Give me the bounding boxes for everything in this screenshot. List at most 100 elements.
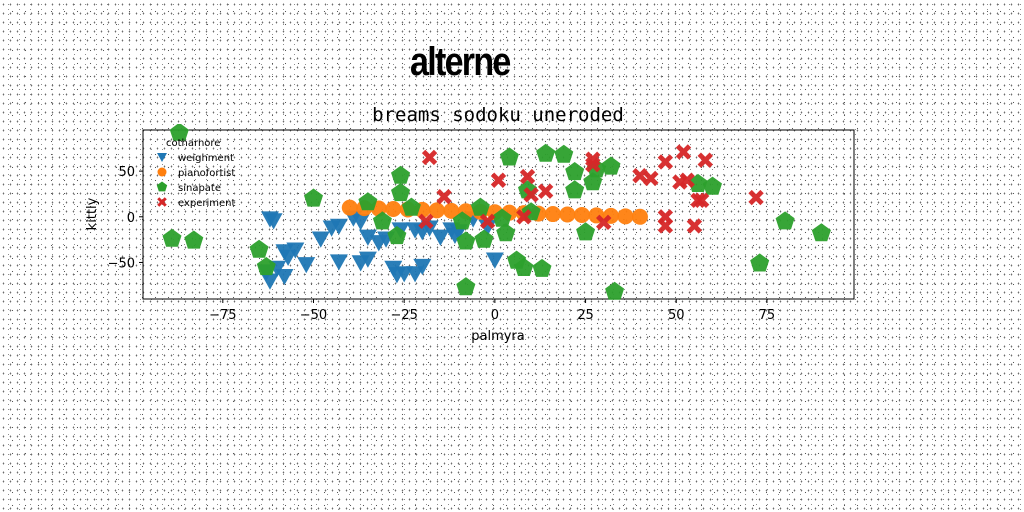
x-tick-label: −25: [390, 308, 417, 323]
weighment-point: [311, 231, 330, 248]
sinapate-point: [605, 281, 625, 300]
sinapate-point: [532, 258, 552, 277]
sinapate-point: [456, 231, 476, 250]
legend-label-sinapate: sinapate: [178, 183, 221, 194]
weighment-point: [485, 252, 504, 269]
experiment-point: [686, 218, 703, 234]
sinapate-point: [554, 144, 574, 163]
x-axis-label: palmyra: [471, 329, 525, 344]
experiment-point: [479, 213, 496, 230]
weighment-point: [351, 214, 370, 231]
pianofortist-point: [428, 202, 445, 219]
legend-marker-sinapate: [156, 181, 168, 192]
pianofortist-point: [617, 208, 634, 225]
sinapate-point: [452, 211, 472, 230]
x-tick-label: −50: [300, 308, 327, 323]
legend: cotharnore weighment pianofortist sinapate e…: [156, 138, 236, 209]
experiment-point: [657, 154, 674, 170]
sinapate-point: [184, 230, 204, 249]
experiment-point: [490, 172, 507, 188]
weighment-point: [387, 267, 406, 284]
sinapate-point: [565, 180, 585, 199]
sinapate-point: [304, 188, 323, 207]
pianofortist-point: [385, 201, 402, 218]
pianofortist-point: [559, 206, 576, 223]
sinapate-point: [565, 162, 585, 181]
sinapate-point: [775, 211, 795, 230]
sinapate-point: [474, 229, 494, 248]
chart-title: breams sodoku uneroded: [372, 104, 624, 126]
weighment-point: [275, 268, 294, 286]
experiment-point: [697, 152, 713, 168]
series-experiment: [418, 144, 764, 234]
weighment-point: [358, 229, 377, 246]
pianofortist-point: [443, 202, 460, 219]
weighment-point: [358, 251, 377, 268]
sinapate-point: [391, 165, 411, 184]
experiment-point: [748, 189, 764, 206]
sinapate-point: [750, 253, 770, 272]
experiment-point: [657, 218, 674, 234]
experiment-point: [436, 188, 452, 205]
sinapate-point: [358, 192, 378, 211]
legend-title: cotharnore: [166, 138, 220, 149]
sinapate-point: [162, 228, 182, 247]
figure-title: alterne: [410, 40, 511, 84]
experiment-point: [516, 209, 532, 225]
plot-area: [142, 129, 855, 300]
series-sinapate: [162, 124, 831, 300]
experiment-point: [519, 168, 536, 185]
sinapate-point: [492, 208, 512, 227]
sinapate-point: [688, 173, 708, 192]
sinapate-point: [387, 226, 407, 245]
y-tick-label: 0: [127, 211, 135, 226]
experiment-point: [418, 213, 434, 230]
legend-marker-weighment: [157, 153, 167, 162]
experiment-point: [421, 149, 438, 166]
experiment-point: [632, 167, 648, 184]
x-tick-label: −75: [209, 308, 236, 323]
experiment-point: [693, 192, 710, 209]
weighment-point: [445, 227, 464, 245]
sinapate-point: [536, 143, 556, 162]
experiment-point: [585, 157, 601, 173]
pianofortist-point: [544, 206, 561, 223]
weighment-point: [260, 273, 279, 290]
legend-label-experiment: experiment: [178, 198, 236, 209]
weighment-point: [329, 254, 348, 271]
sinapate-point: [601, 156, 621, 175]
sinapate-point: [169, 124, 189, 141]
weighment-point: [297, 257, 316, 274]
experiment-point: [643, 170, 659, 187]
pianofortist-point: [631, 208, 648, 225]
sinapate-point: [496, 223, 516, 242]
legend-label-weighment: weighment: [178, 153, 234, 164]
x-tick-label: 75: [759, 308, 776, 323]
experiment-point: [675, 144, 692, 160]
x-tick-label: 50: [668, 308, 685, 323]
x-tick-label: 0: [491, 308, 499, 323]
sinapate-point: [391, 183, 411, 202]
experiment-point: [596, 214, 612, 230]
weighment-point: [322, 220, 341, 237]
weighment-point: [406, 266, 425, 283]
y-axis-label: kittly: [85, 197, 100, 230]
sinapate-point: [499, 147, 519, 166]
experiment-point: [679, 172, 695, 188]
experiment-point: [523, 187, 539, 203]
sinapate-point: [470, 197, 490, 216]
sinapate-point: [703, 176, 722, 195]
sinapate-point: [401, 197, 421, 216]
weighment-point: [264, 213, 283, 230]
sinapate-point: [256, 257, 276, 276]
sinapate-point: [249, 239, 269, 258]
experiment-point: [690, 192, 706, 209]
pianofortist-point: [573, 206, 590, 223]
axes-ticks: −75 −50 −25 0 25 50 75 −50 0 50: [108, 165, 776, 323]
sinapate-point: [811, 223, 831, 242]
pianofortist-point: [341, 199, 358, 216]
weighment-point: [431, 229, 450, 246]
weighment-point: [413, 258, 432, 276]
sinapate-point: [576, 222, 596, 241]
